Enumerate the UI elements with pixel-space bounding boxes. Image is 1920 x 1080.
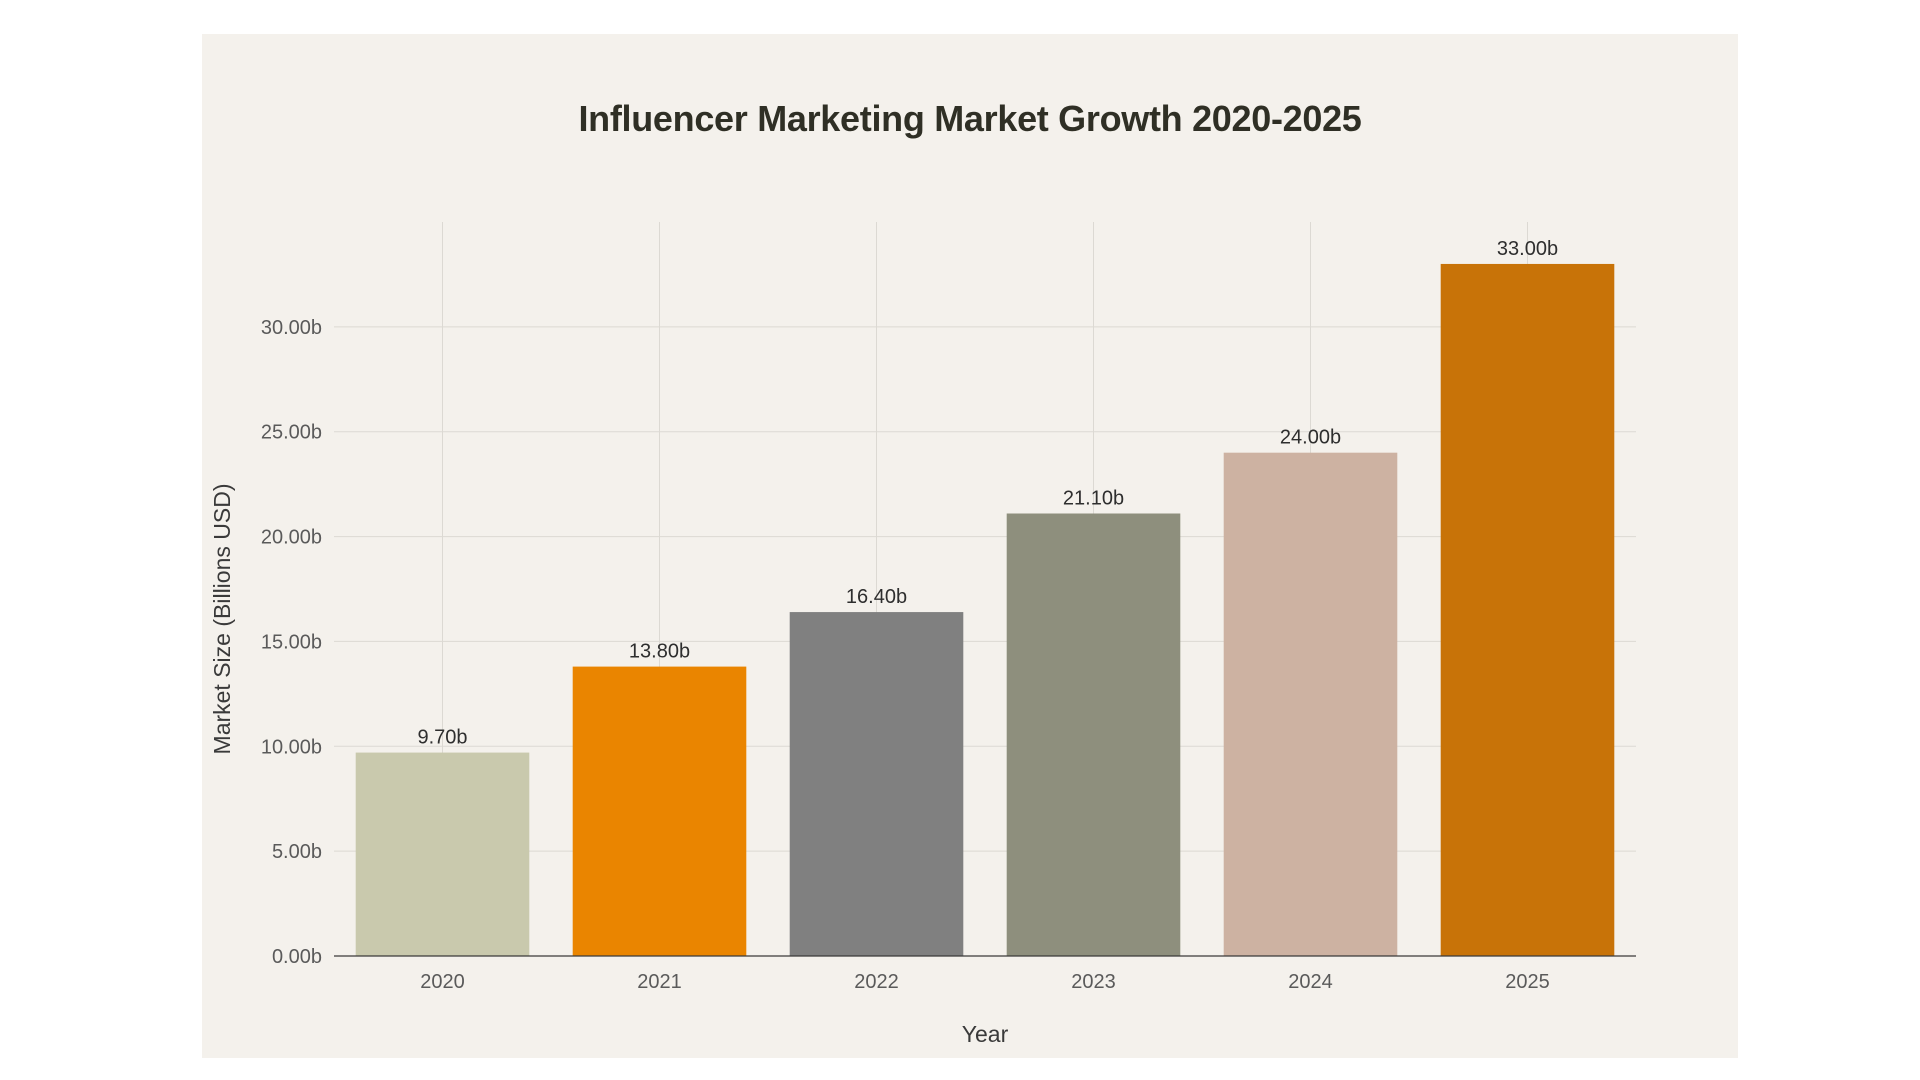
chart-panel: Influencer Marketing Market Growth 2020-… xyxy=(202,34,1738,1058)
x-tick-label: 2024 xyxy=(1288,971,1333,993)
bar-2025 xyxy=(1440,263,1615,956)
x-axis-title: Year xyxy=(962,1021,1009,1047)
y-tick-label: 20.00b xyxy=(261,527,322,549)
bar-2020 xyxy=(355,752,530,956)
x-tick-label: 2020 xyxy=(420,971,465,993)
data-label: 21.10b xyxy=(1063,488,1124,510)
bar-2022 xyxy=(789,612,964,956)
bar-2023 xyxy=(1006,513,1181,956)
y-tick-label: 30.00b xyxy=(261,317,322,339)
y-tick-label: 5.00b xyxy=(272,841,322,863)
y-tick-label: 25.00b xyxy=(261,422,322,444)
x-tick-label: 2023 xyxy=(1071,971,1116,993)
labels: 0.00b 5.00b 10.00b 15.00b 20.00b 25.00b 30.00b… xyxy=(209,238,1558,1047)
y-axis-title: Market Size (Billions USD) xyxy=(209,484,235,755)
bars xyxy=(355,263,1615,956)
bar-2024 xyxy=(1223,452,1398,956)
data-label: 24.00b xyxy=(1280,427,1341,449)
data-label: 33.00b xyxy=(1497,238,1558,260)
data-label: 9.70b xyxy=(417,727,467,749)
y-tick-label: 10.00b xyxy=(261,736,322,758)
x-tick-label: 2021 xyxy=(637,971,682,993)
x-tick-label: 2022 xyxy=(854,971,899,993)
bar-2021 xyxy=(572,666,747,956)
chart-title: Influencer Marketing Market Growth 2020-… xyxy=(578,98,1362,139)
y-tick-label: 0.00b xyxy=(272,946,322,968)
bar-chart: 0.00b 5.00b 10.00b 15.00b 20.00b 25.00b 30.00b… xyxy=(209,222,1636,1047)
data-label: 13.80b xyxy=(629,641,690,663)
y-tick-label: 15.00b xyxy=(261,631,322,653)
x-tick-label: 2025 xyxy=(1505,971,1550,993)
data-label: 16.40b xyxy=(846,586,907,608)
